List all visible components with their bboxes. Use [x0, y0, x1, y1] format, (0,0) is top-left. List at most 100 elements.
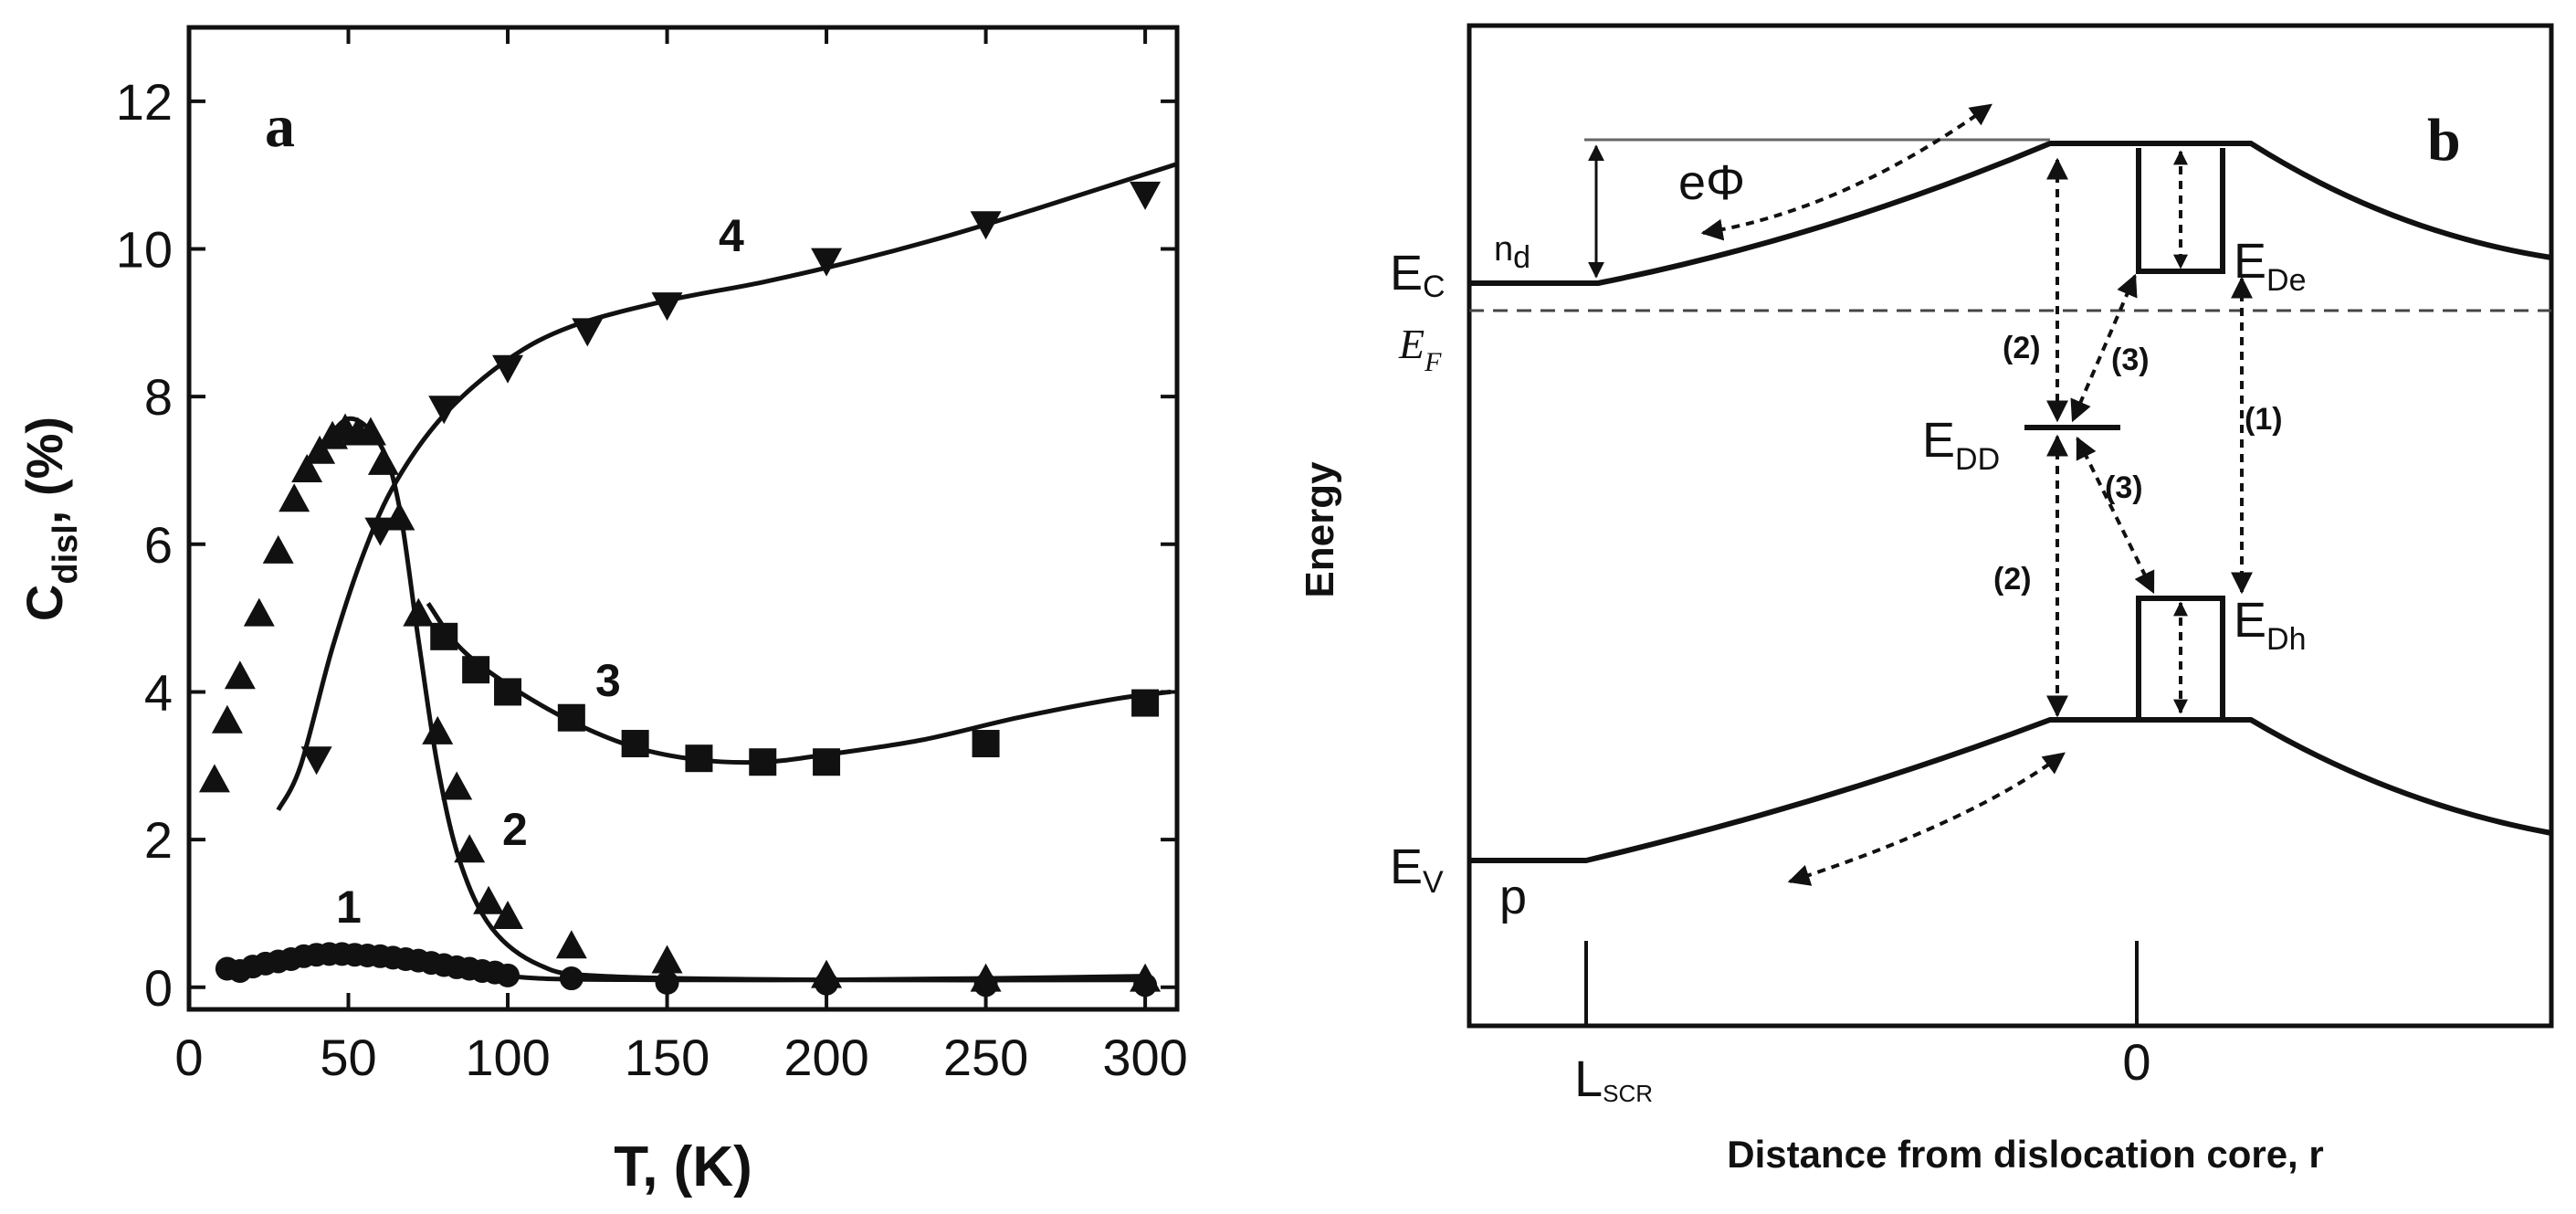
panel-b-x-axis-title: Distance from dislocation core, r: [1727, 1133, 2324, 1176]
nd-label-main: n: [1494, 230, 1513, 269]
series-3-point: [749, 748, 777, 776]
p-label: p: [1499, 870, 1527, 924]
series-2-point: [224, 660, 256, 690]
series-1-point: [496, 963, 520, 987]
x-tick-label: 100: [465, 1029, 550, 1086]
series-2-point: [403, 597, 435, 627]
ef-label: EF: [1398, 321, 1442, 377]
series-2-point: [291, 453, 323, 482]
panel-b-letter: b: [2427, 107, 2461, 174]
ef-label-main: E: [1398, 321, 1425, 367]
ede-label-sub: De: [2266, 263, 2306, 298]
edd-label: EDD: [1922, 413, 2000, 477]
series-2-point: [367, 446, 399, 475]
x-tick-label: 0: [174, 1029, 203, 1086]
series-3-point: [621, 730, 649, 758]
series-2-point: [262, 534, 294, 564]
series-2-fit-line: [314, 416, 1146, 983]
lscr-tick-main: L: [1574, 1050, 1603, 1107]
edd-label-sub: DD: [1955, 442, 2000, 477]
nd-label-sub: d: [1513, 240, 1530, 275]
edh-label: EDh: [2234, 593, 2307, 657]
series-3-label: 3: [595, 655, 621, 706]
edh-label-main: E: [2234, 593, 2266, 648]
series-2-point: [211, 704, 243, 734]
panel-a-chart: 0 50 100 150 200 250 300 0 2 4 6 8 10 12 a 1 2 3 4 T,…: [16, 25, 1188, 1198]
series-3-point: [557, 703, 585, 732]
series-2-point: [1130, 963, 1162, 992]
ev-label: EV: [1390, 839, 1444, 900]
ephi-label: eΦ: [1678, 155, 1745, 210]
series-2-point: [441, 771, 473, 800]
series-1-label: 1: [336, 881, 362, 933]
electron-emission-arrow: [1700, 103, 1992, 241]
lscr-tick-label: LSCR: [1574, 1050, 1653, 1107]
series-4-point: [300, 746, 332, 776]
conduction-band-edge: [1469, 141, 2552, 286]
series-4-point: [811, 248, 843, 277]
y-tick-label: 10: [116, 220, 173, 278]
panel-b-y-axis-title: Energy: [1298, 461, 1342, 598]
series-3-point: [813, 748, 841, 776]
x-tick-label: 50: [320, 1029, 376, 1086]
hole-emission-arrow: [1787, 752, 2066, 886]
series-2-label: 2: [502, 804, 528, 855]
nd-label: nd: [1494, 230, 1530, 275]
y-axis-title-main: C: [16, 585, 73, 621]
series-2-point: [243, 597, 275, 627]
series-2-point: [811, 959, 843, 988]
series-2-point: [354, 417, 386, 446]
series-1-point: [655, 970, 679, 995]
series-2-point: [651, 945, 683, 974]
series-2-point: [198, 764, 230, 793]
ev-label-sub: V: [1423, 865, 1444, 900]
ef-label-sub: F: [1424, 347, 1442, 377]
ec-label: EC: [1390, 246, 1446, 304]
panel-a-data-points: [198, 181, 1162, 998]
y-tick-label: 8: [144, 368, 173, 426]
series-2-point: [473, 885, 505, 914]
series-2-point: [422, 715, 454, 744]
series-4-point: [1130, 181, 1162, 210]
ede-label-main: E: [2234, 234, 2266, 289]
series-4-point: [970, 211, 1002, 240]
lscr-tick-sub: SCR: [1603, 1080, 1653, 1107]
series-4-point: [651, 292, 683, 322]
x-tick-label: 200: [783, 1029, 868, 1086]
transition-1-label: (1): [2245, 402, 2283, 437]
valence-band-edge: [1469, 717, 2552, 863]
series-3-point: [430, 622, 458, 650]
transition-2b-label: (2): [1993, 562, 2032, 596]
ec-label-main: E: [1390, 246, 1423, 301]
y-tick-label: 2: [144, 811, 173, 869]
transition-3b-label: (3): [2105, 470, 2143, 505]
series-2-point: [279, 483, 310, 512]
series-2-point: [304, 435, 336, 464]
series-2-point: [454, 834, 486, 863]
zero-tick-label: 0: [2122, 1033, 2150, 1091]
series-2-point: [555, 930, 587, 959]
series-1-point: [559, 966, 584, 991]
series-2-point: [970, 963, 1002, 992]
series-3-point: [972, 730, 1000, 758]
series-2-point: [317, 420, 349, 449]
series-3-point: [685, 744, 713, 773]
y-tick-label: 12: [116, 73, 173, 131]
ede-label: EDe: [2234, 234, 2307, 298]
edd-label-main: E: [1922, 413, 1955, 468]
electron-defect-well: [2136, 148, 2225, 274]
series-4-point: [364, 517, 396, 546]
hole-defect-well: [2136, 596, 2225, 717]
series-4-point: [428, 396, 460, 425]
series-4-label: 4: [719, 210, 744, 261]
panel-a-ticks: [187, 27, 1177, 1009]
panel-b-band-diagram: b EC EF: [1298, 23, 2554, 1176]
y-tick-label: 6: [144, 516, 173, 574]
series-2-point: [492, 900, 524, 929]
series-3-point: [1131, 689, 1160, 717]
series-3-fit-line: [426, 602, 1172, 765]
transition-2a-label: (2): [2003, 331, 2041, 365]
svg-text:Cdisl, (%): Cdisl, (%): [16, 417, 85, 621]
